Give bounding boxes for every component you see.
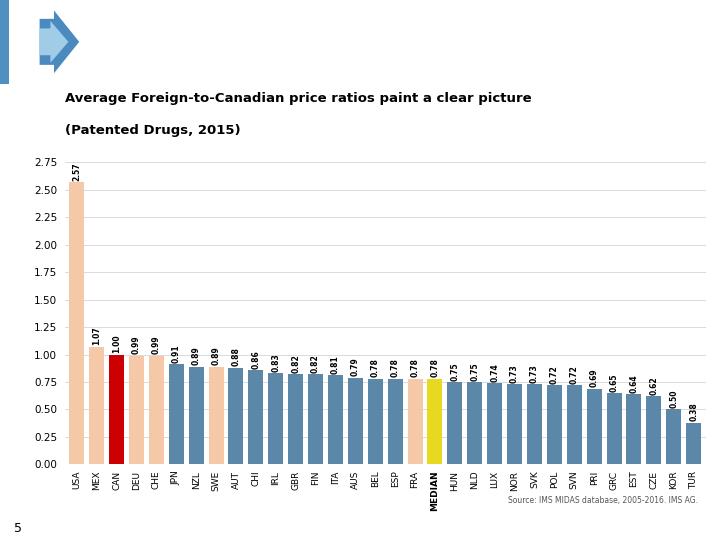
Bar bbox=[109, 354, 124, 464]
Bar bbox=[387, 379, 402, 464]
Bar bbox=[487, 383, 502, 464]
Bar bbox=[248, 370, 264, 464]
Text: 0.38: 0.38 bbox=[689, 403, 698, 421]
Bar bbox=[547, 385, 562, 464]
Text: 0.72: 0.72 bbox=[570, 365, 579, 384]
Text: 0.81: 0.81 bbox=[331, 355, 340, 374]
Bar bbox=[368, 379, 383, 464]
Bar bbox=[567, 385, 582, 464]
Text: 0.86: 0.86 bbox=[251, 350, 261, 369]
Text: Average Foreign-to-Canadian price ratios paint a clear picture: Average Foreign-to-Canadian price ratios… bbox=[65, 92, 531, 105]
Text: 0.99: 0.99 bbox=[152, 336, 161, 354]
Text: 0.88: 0.88 bbox=[231, 348, 240, 366]
Bar bbox=[149, 356, 164, 464]
FancyArrow shape bbox=[40, 21, 68, 63]
Bar bbox=[587, 389, 602, 464]
Text: 0.62: 0.62 bbox=[649, 376, 658, 395]
Text: 0.82: 0.82 bbox=[311, 354, 320, 373]
Bar bbox=[527, 384, 542, 464]
Text: 0.89: 0.89 bbox=[212, 347, 220, 365]
Bar bbox=[686, 423, 701, 464]
Text: 0.50: 0.50 bbox=[670, 390, 678, 408]
FancyArrow shape bbox=[40, 10, 79, 73]
Bar bbox=[168, 364, 184, 464]
Text: 0.64: 0.64 bbox=[629, 374, 639, 393]
Bar bbox=[606, 393, 621, 464]
Text: 2.57: 2.57 bbox=[72, 162, 81, 181]
Text: 0.79: 0.79 bbox=[351, 357, 360, 376]
Bar bbox=[408, 379, 423, 464]
Bar bbox=[626, 394, 642, 464]
Text: 0.89: 0.89 bbox=[192, 347, 201, 365]
Text: 0.91: 0.91 bbox=[172, 345, 181, 363]
Bar bbox=[647, 396, 662, 464]
Text: 0.78: 0.78 bbox=[410, 359, 420, 377]
Text: 0.83: 0.83 bbox=[271, 353, 280, 372]
Text: 0.82: 0.82 bbox=[291, 354, 300, 373]
Text: 1.00: 1.00 bbox=[112, 335, 121, 353]
Text: 0.78: 0.78 bbox=[371, 359, 379, 377]
Text: (Patented Drugs, 2015): (Patented Drugs, 2015) bbox=[65, 124, 240, 137]
Text: 1.07: 1.07 bbox=[92, 327, 101, 346]
Bar bbox=[308, 374, 323, 464]
Bar bbox=[467, 382, 482, 464]
Text: 0.69: 0.69 bbox=[590, 369, 598, 387]
Bar bbox=[348, 377, 363, 464]
Bar bbox=[666, 409, 681, 464]
Bar bbox=[288, 374, 303, 464]
Text: Source: IMS MIDAS database, 2005-2016. IMS AG.: Source: IMS MIDAS database, 2005-2016. I… bbox=[508, 496, 698, 505]
Bar bbox=[428, 379, 442, 464]
Text: 0.65: 0.65 bbox=[610, 373, 618, 392]
Text: 0.72: 0.72 bbox=[550, 365, 559, 384]
Text: 0.99: 0.99 bbox=[132, 336, 141, 354]
Bar bbox=[269, 373, 283, 464]
Bar bbox=[209, 367, 223, 464]
Bar bbox=[328, 375, 343, 464]
Bar bbox=[189, 367, 204, 464]
Text: 0.73: 0.73 bbox=[510, 364, 519, 383]
Bar bbox=[69, 182, 84, 464]
Text: 0.78: 0.78 bbox=[431, 359, 439, 377]
Bar bbox=[507, 384, 522, 464]
Bar bbox=[89, 347, 104, 464]
Bar bbox=[447, 382, 462, 464]
Bar bbox=[0, 0, 9, 84]
Text: 5: 5 bbox=[14, 522, 22, 535]
Text: 0.74: 0.74 bbox=[490, 363, 499, 382]
Text: 0.75: 0.75 bbox=[450, 362, 459, 381]
Text: 0.78: 0.78 bbox=[391, 359, 400, 377]
Bar bbox=[228, 368, 243, 464]
Text: 0.73: 0.73 bbox=[530, 364, 539, 383]
Text: 0.75: 0.75 bbox=[470, 362, 480, 381]
Text: Prices are high: Prices are high bbox=[246, 28, 503, 56]
Bar bbox=[129, 356, 144, 464]
